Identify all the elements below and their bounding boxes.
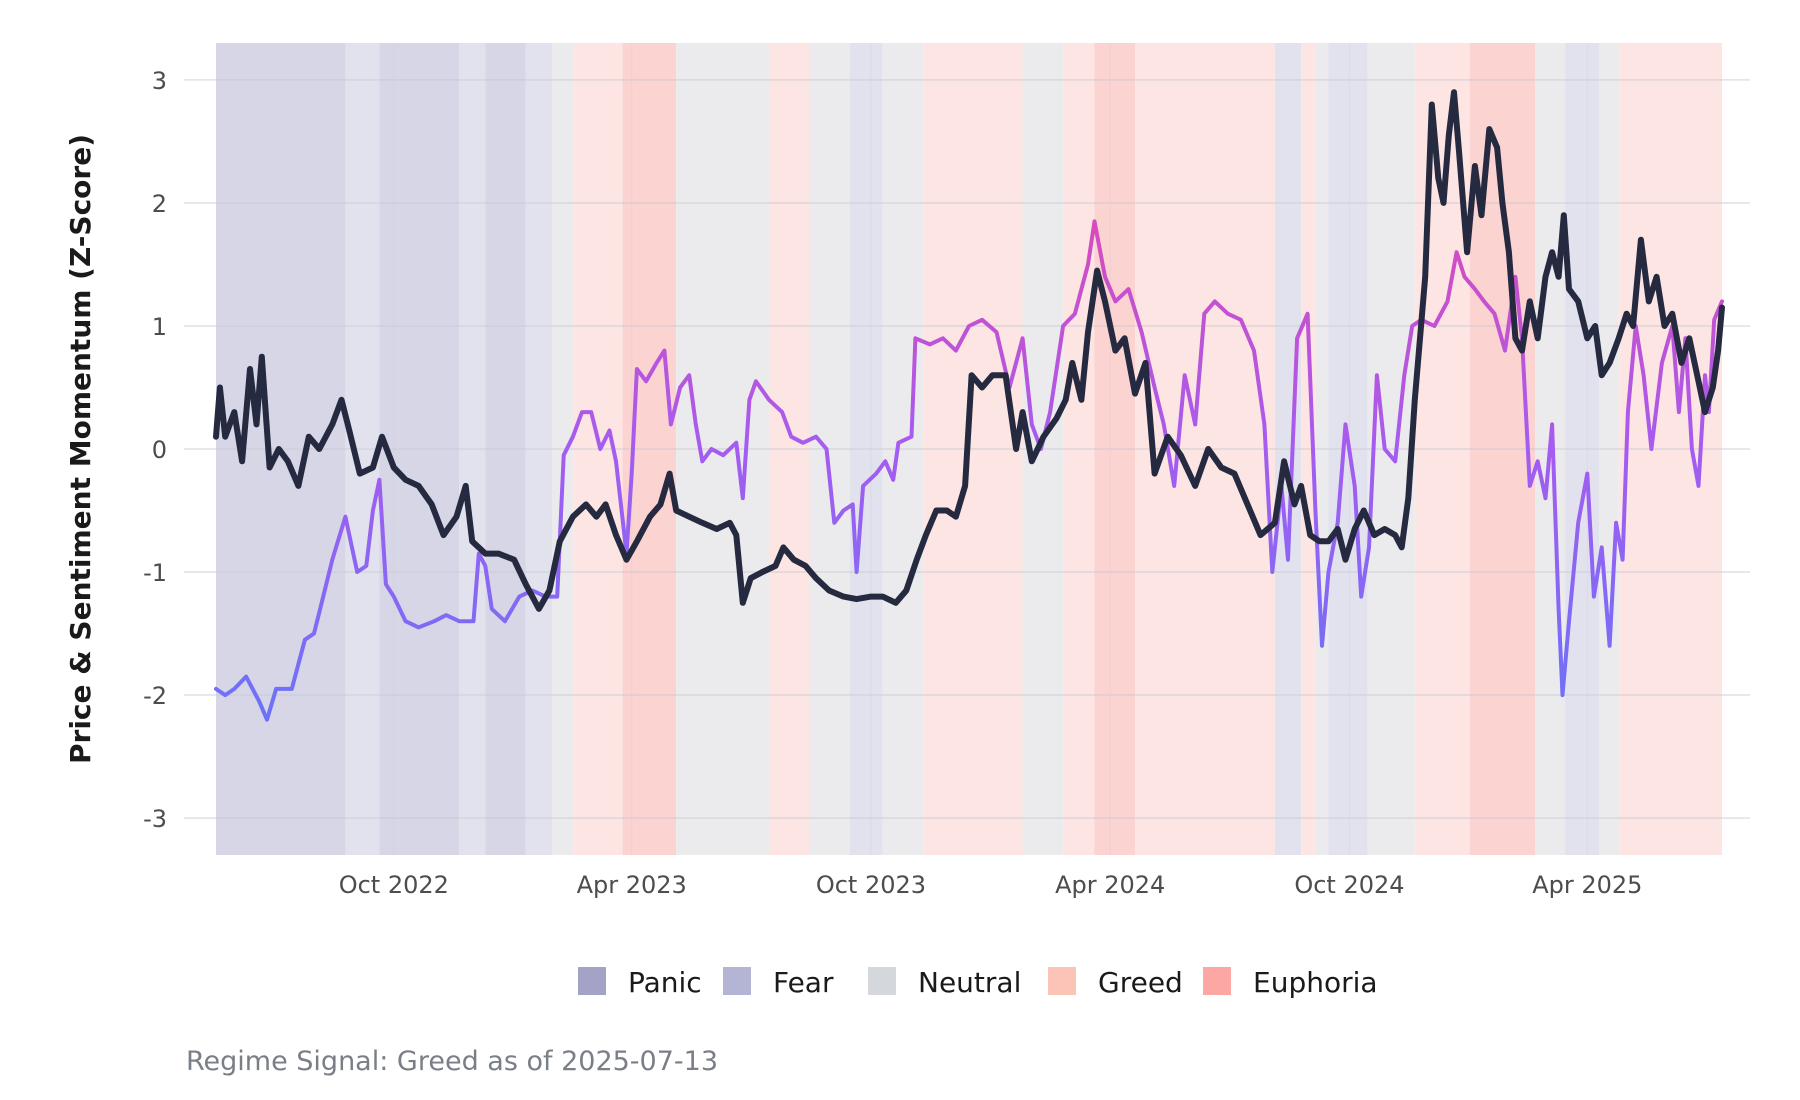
legend-label-panic: Panic [628, 966, 702, 999]
legend-swatch-greed [1048, 967, 1076, 995]
legend-label-euphoria: Euphoria [1253, 966, 1378, 999]
legend-swatch-fear [723, 967, 751, 995]
x-tick-label: Oct 2022 [339, 871, 449, 899]
legend-label-neutral: Neutral [918, 966, 1021, 999]
y-axis-ticks: -3 -2 -1 0 1 2 3 [143, 67, 167, 833]
y-axis-title: Price & Sentiment Momentum (Z-Score) [64, 134, 97, 764]
legend-swatch-euphoria [1203, 967, 1231, 995]
legend-swatch-panic [578, 967, 606, 995]
y-tick-label: -2 [143, 682, 167, 710]
legend: Panic Fear Neutral Greed Euphoria [578, 966, 1378, 999]
legend-label-greed: Greed [1098, 966, 1183, 999]
y-tick-label: -3 [143, 805, 167, 833]
y-tick-label: 3 [152, 67, 167, 95]
y-tick-label: -1 [143, 559, 167, 587]
x-axis-ticks: Oct 2022 Apr 2023 Oct 2023 Apr 2024 Oct 2024… [339, 871, 1643, 899]
y-tick-label: 0 [152, 436, 167, 464]
series-layer [213, 89, 1725, 722]
x-tick-label: Oct 2023 [816, 871, 926, 899]
x-tick-label: Apr 2025 [1532, 871, 1642, 899]
price-momentum-line [213, 89, 1725, 612]
x-tick-label: Oct 2024 [1294, 871, 1404, 899]
y-tick-label: 1 [152, 313, 167, 341]
x-tick-label: Apr 2023 [577, 871, 687, 899]
y-tick-label: 2 [152, 190, 167, 218]
regime-signal-caption: Regime Signal: Greed as of 2025-07-13 [186, 1046, 718, 1077]
x-tick-label: Apr 2024 [1055, 871, 1165, 899]
legend-swatch-neutral [868, 967, 896, 995]
legend-label-fear: Fear [773, 966, 834, 999]
